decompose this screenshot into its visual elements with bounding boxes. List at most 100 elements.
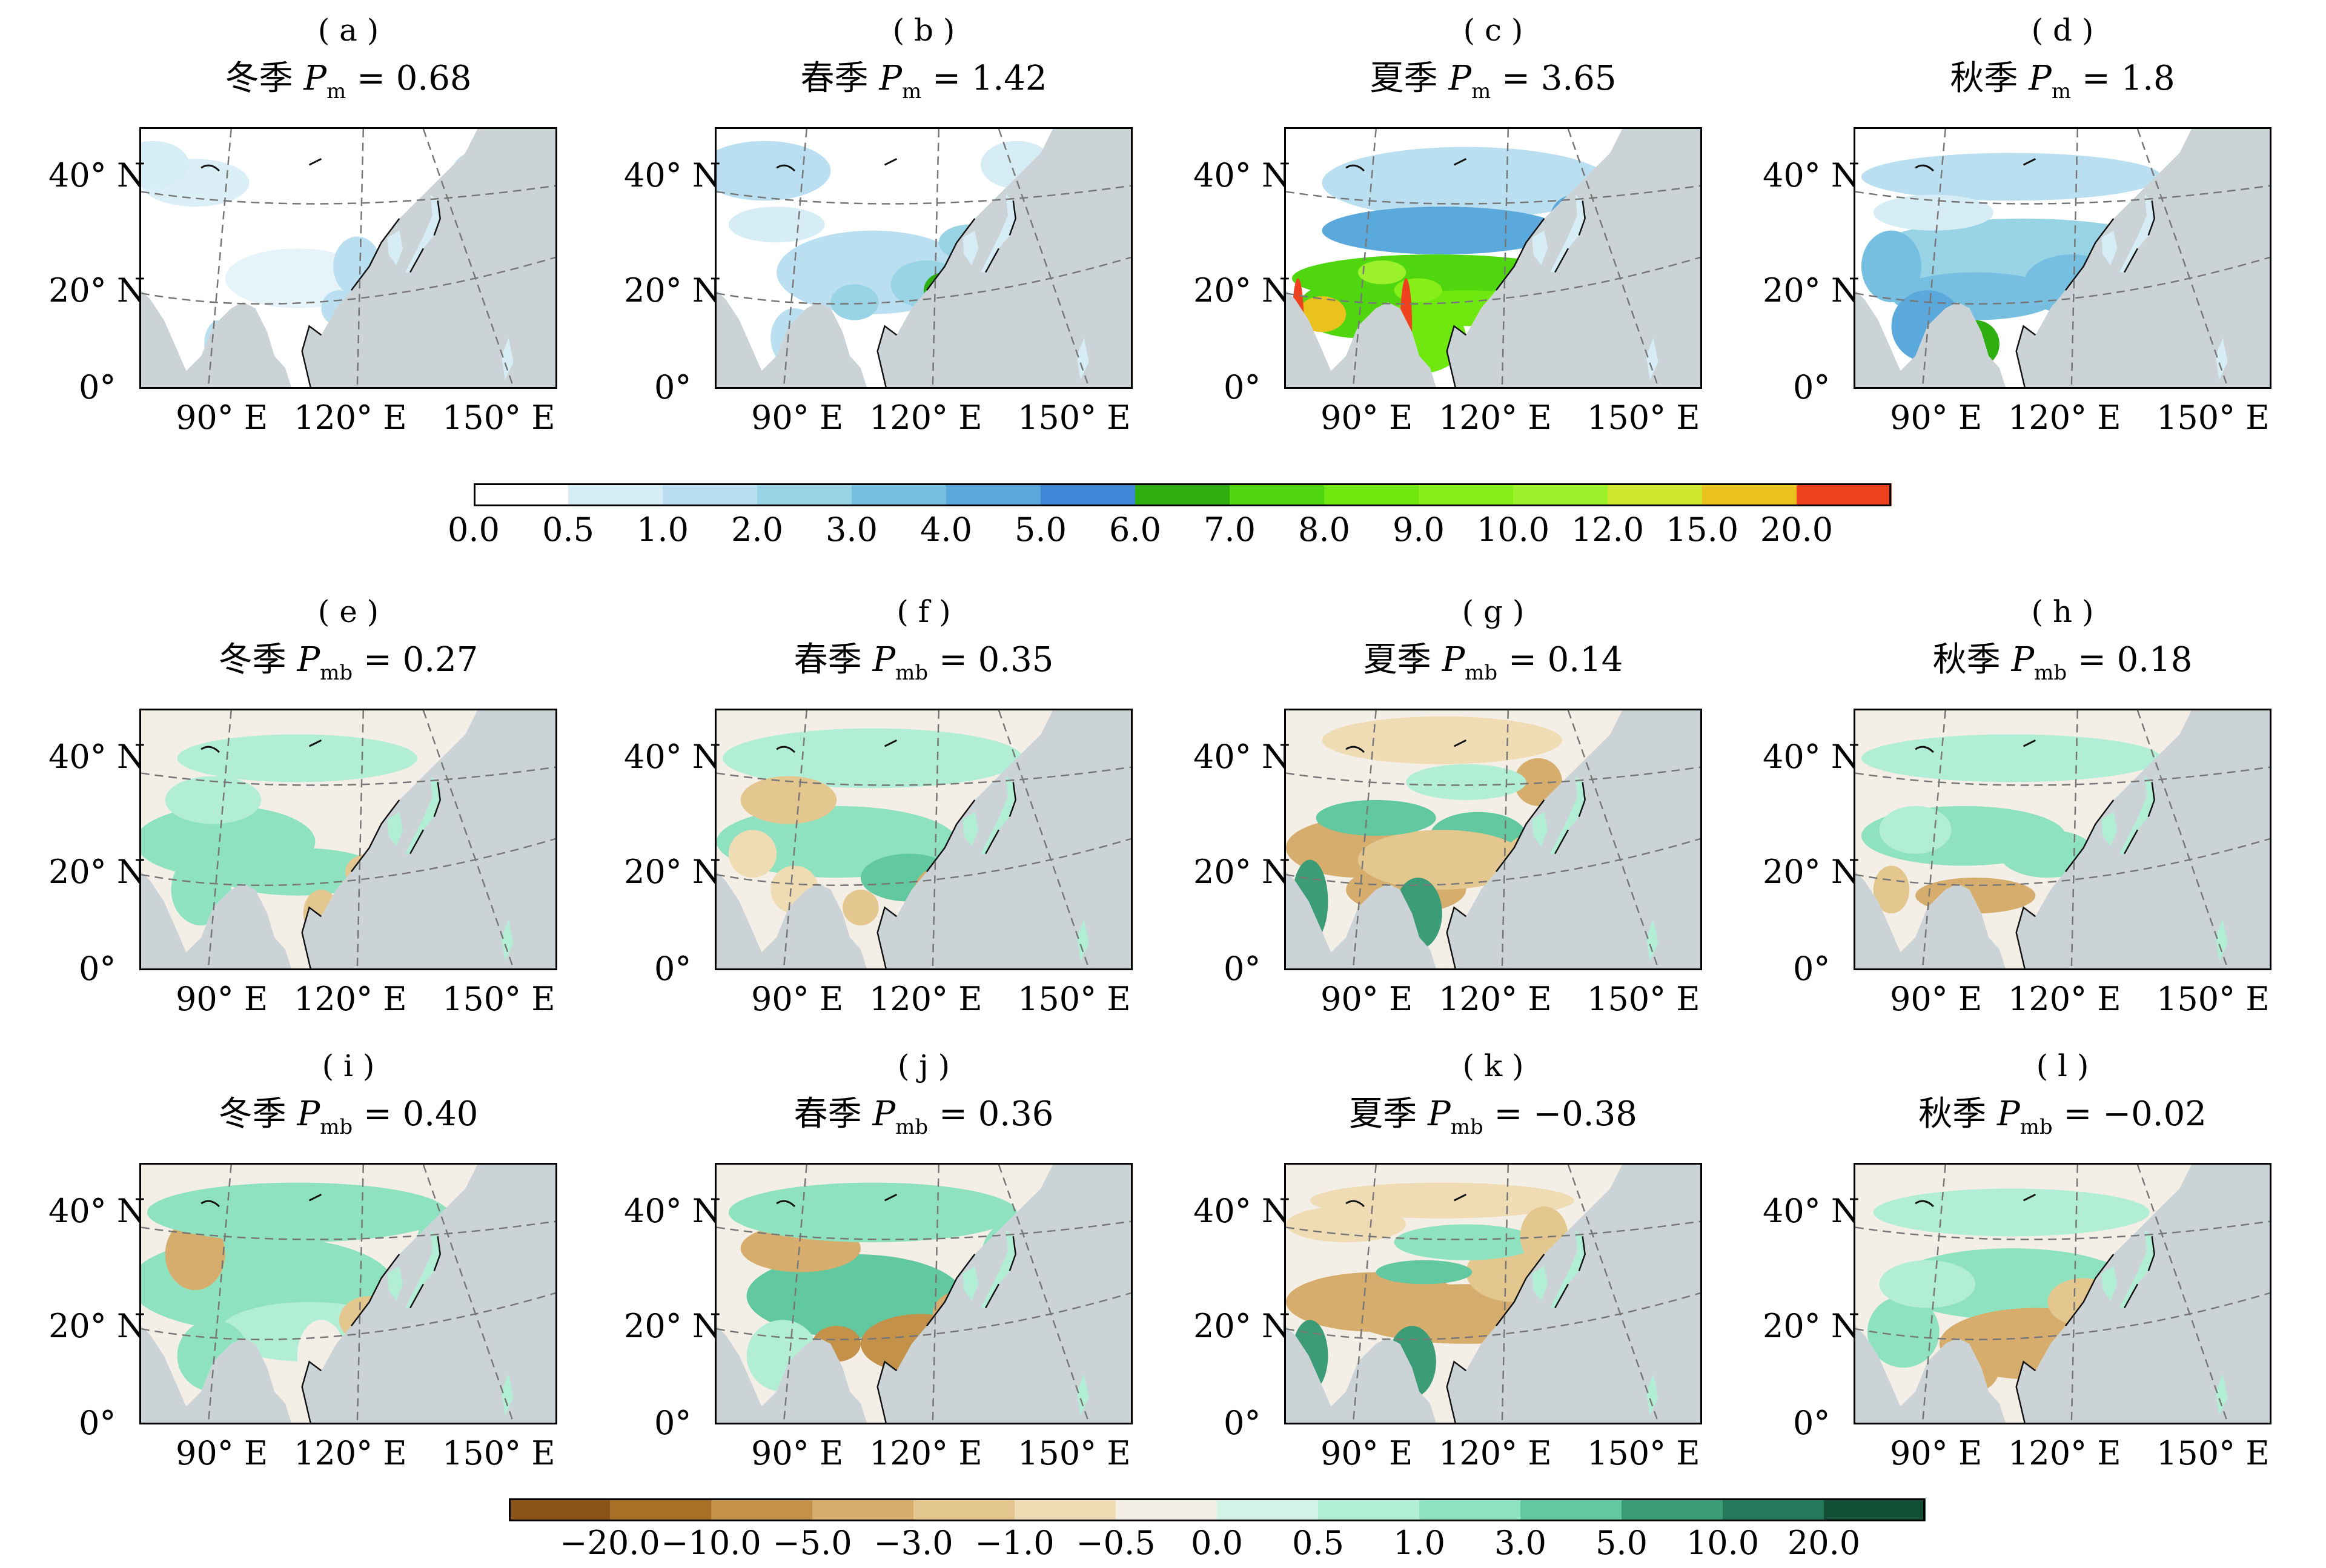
coastline (2015, 200, 2155, 387)
panel-title: 秋季 Pmb = −0.02 (1918, 1094, 2207, 1139)
panel-title: 夏季 Pmb = 0.14 (1363, 640, 1623, 685)
graticule-line (1286, 838, 1700, 886)
panel-title: 春季 Pm = 1.42 (800, 59, 1047, 104)
coastline (876, 1236, 1016, 1423)
korea-land (963, 230, 979, 265)
lon-tick-label: 90° E (751, 980, 844, 1018)
colorbar-tick-label: 15.0 (1665, 511, 1739, 549)
lat-tick-label: 20° N (1193, 853, 1291, 891)
metric-subscript: mb (895, 1115, 929, 1139)
map-area (139, 1163, 557, 1424)
colorbar-tick-label: −5.0 (772, 1524, 852, 1562)
panel-title: 冬季 Pmb = 0.27 (218, 640, 479, 685)
field-blob (1861, 153, 2162, 201)
colorbar-tick-label: 10.0 (1476, 511, 1550, 549)
metric-value: −0.02 (2102, 1094, 2207, 1134)
coastline (301, 200, 441, 387)
graticule-line (207, 1165, 232, 1423)
lakes (1345, 1193, 1467, 1208)
colorbar-segment (1116, 1498, 1218, 1521)
map-area (1284, 709, 1702, 970)
lon-tick-label: 120° E (869, 980, 982, 1018)
graticule-line (1921, 129, 1946, 387)
lakes (1345, 157, 1467, 172)
colorbar-segment (711, 1498, 813, 1521)
colorbar-tick-label: −10.0 (661, 1524, 761, 1562)
lat-tick-label: 20° N (48, 1307, 146, 1345)
lat-tick-label: 20° N (1763, 853, 1860, 891)
lon-tick-label: 150° E (442, 1434, 555, 1472)
graticule-line (207, 710, 232, 968)
metric-value: 0.27 (402, 640, 479, 680)
metric-value: 0.14 (1547, 640, 1623, 680)
colorbar-tick-label: 5.0 (1015, 511, 1067, 549)
colorbar-segment (663, 483, 758, 506)
korea-land (387, 230, 403, 265)
lon-tick-label: 90° E (1320, 399, 1413, 437)
map-area (715, 1163, 1133, 1424)
colorbar-tick-label: 3.0 (826, 511, 878, 549)
field-blob (213, 847, 382, 896)
panel-letter: ( e ) (317, 594, 379, 629)
colorbar-segment (913, 1498, 1015, 1521)
map-canvas (1286, 1165, 1700, 1423)
lat-tick-label: 20° N (1763, 1307, 1860, 1345)
graticule-line (717, 256, 1131, 305)
panel-letter: ( c ) (1463, 13, 1523, 48)
japan-land (2119, 1230, 2155, 1308)
panel-title: 冬季 Pm = 0.68 (225, 59, 472, 104)
panel-letter: ( a ) (317, 13, 379, 48)
lakes (1915, 739, 2036, 753)
lon-tick-label: 150° E (1587, 980, 1700, 1018)
colorbar-tick-label: 7.0 (1204, 511, 1256, 549)
metric-subscript: m (1471, 79, 1491, 104)
colorbar-tick-label: 8.0 (1298, 511, 1350, 549)
korea-land (387, 812, 403, 847)
graticule-line (783, 710, 807, 968)
metric-subscript: mb (895, 661, 929, 685)
colorbar-tick-label: 0.5 (1292, 1524, 1344, 1562)
islands (1646, 1374, 1658, 1416)
panel-title: 秋季 Pm = 1.8 (1950, 59, 2175, 104)
lat-tick-label: 0° (1793, 1404, 1831, 1442)
colorbar-segment (509, 1498, 611, 1521)
colorbar-tick-label: 0.5 (542, 511, 594, 549)
panel-letter: ( h ) (2031, 594, 2094, 629)
metric-symbol: P (2011, 640, 2035, 680)
coastline (1446, 1236, 1586, 1423)
lat-tick-label: 0° (1224, 368, 1261, 406)
islands (1076, 338, 1089, 380)
map-panel: ( d ) 秋季 Pm = 1.8 40° N 20° N 0° 90° E 120° E 1… (1763, 12, 2271, 436)
colorbar-segment (1041, 483, 1136, 506)
map-panel: ( a ) 冬季 Pm = 0.68 40° N 20° N 0° 90° E 120° E… (48, 12, 557, 437)
graticule-line (998, 710, 1090, 968)
field-blob (1357, 830, 1526, 890)
lakes (776, 157, 898, 172)
map-canvas (1286, 710, 1700, 968)
map-canvas (1855, 1165, 2270, 1423)
metric-value: 0.40 (402, 1094, 479, 1134)
colorbar-segment (1324, 483, 1419, 506)
colorbar-segment (1230, 483, 1325, 506)
season-label: 夏季 (1363, 640, 1431, 680)
field-blob (1879, 806, 1952, 854)
lakes (776, 739, 898, 753)
metric-value: 1.8 (2121, 59, 2175, 98)
lon-tick-label: 90° E (176, 399, 268, 437)
metric-value: 1.42 (971, 59, 1047, 98)
metric-value: 0.68 (396, 59, 472, 98)
graticule-line (1352, 129, 1377, 387)
islands (501, 919, 514, 962)
graticule-line (2136, 710, 2228, 968)
coastline (876, 782, 1016, 968)
lat-tick-label: 0° (1224, 1404, 1261, 1442)
map-panel: ( c ) 夏季 Pm = 3.65 40° N 20° N 0° 90° E 120° E… (1193, 12, 1702, 437)
panel-letter: ( k ) (1462, 1048, 1524, 1083)
map-canvas (141, 129, 555, 387)
colorbar-segment (946, 483, 1041, 506)
colorbar-tick-label: 3.0 (1494, 1524, 1546, 1562)
graticule-line (1352, 710, 1377, 968)
graticule-line (141, 1220, 555, 1240)
japan-land (981, 1230, 1016, 1308)
lakes (200, 1193, 322, 1208)
